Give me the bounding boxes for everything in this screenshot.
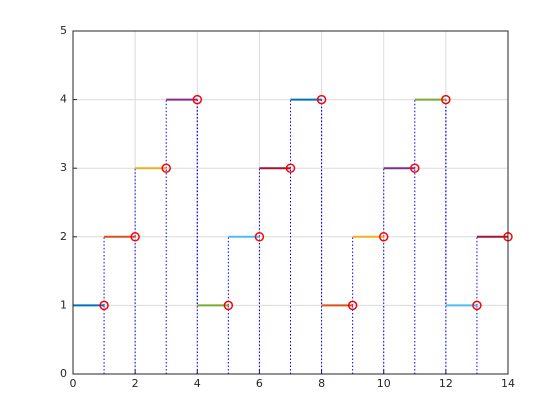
marker [254,232,265,242]
marker [347,300,358,311]
x-tick-label: 8 [318,377,325,390]
marker [161,163,171,173]
marker [472,300,482,311]
marker [192,94,203,105]
marker [316,94,327,105]
x-tick-label: 2 [132,377,139,390]
y-tick-label: 3 [60,161,67,174]
x-tick-label: 0 [70,377,77,390]
marker [99,300,109,311]
marker [130,232,140,242]
axes-box [72,30,509,375]
x-tick-label: 6 [256,377,263,390]
marker [285,163,296,173]
y-tick-label: 0 [60,367,67,380]
y-tick-label: 5 [60,24,67,37]
marker [378,232,389,242]
x-tick-label: 14 [501,377,515,390]
x-tick-label: 12 [439,377,453,390]
x-tick-label: 10 [377,377,391,390]
marker [410,163,420,173]
marker [223,300,234,311]
y-tick-label: 1 [60,298,67,311]
marker [441,94,451,105]
x-tick-label: 4 [194,377,201,390]
y-tick-label: 2 [60,230,67,243]
y-tick-label: 4 [60,93,67,106]
